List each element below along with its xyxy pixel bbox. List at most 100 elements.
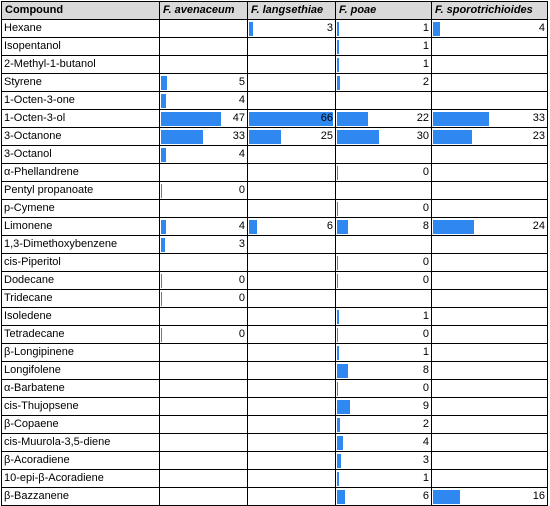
- compound-name-cell: 1-Octen-3-one: [1, 91, 160, 110]
- value-cell-f-sporotrichioides: 16: [431, 487, 548, 506]
- data-bar: [337, 364, 348, 378]
- data-bar: [161, 184, 162, 198]
- value-cell-f-sporotrichioides: [431, 73, 548, 92]
- value-cell-f-sporotrichioides: [431, 235, 548, 254]
- value-cell-f-langsethiae: 25: [247, 127, 336, 146]
- table-row: 10-epi-β-Acoradiene 1: [1, 469, 548, 488]
- data-bar: [161, 94, 166, 108]
- table-row: 3-Octanol 4: [1, 145, 548, 164]
- compound-name-cell: β-Copaene: [1, 415, 160, 434]
- data-bar: [161, 292, 162, 306]
- data-bar: [337, 166, 338, 180]
- value-cell-f-sporotrichioides: [431, 415, 548, 434]
- compound-name-cell: Hexane: [1, 19, 160, 38]
- compound-name-cell: Isoledene: [1, 307, 160, 326]
- header-compound: Compound: [1, 1, 160, 20]
- value-number: 3: [422, 454, 429, 466]
- value-cell-f-langsethiae: [247, 307, 336, 326]
- data-bar: [337, 274, 338, 288]
- table-body: Hexane 3 1 4 Isopentanol 1 2-Methyl-1-butanol 1…: [1, 19, 548, 506]
- value-number: 23: [532, 130, 545, 142]
- value-cell-f-poae: 1: [335, 469, 432, 488]
- table-row: Isopentanol 1: [1, 37, 548, 56]
- data-bar: [337, 382, 338, 396]
- data-bar: [249, 112, 333, 126]
- value-cell-f-sporotrichioides: [431, 199, 548, 218]
- value-cell-f-avenaceum: [159, 451, 248, 470]
- data-bar: [337, 112, 368, 126]
- compound-name-cell: p-Cymene: [1, 199, 160, 218]
- value-cell-f-sporotrichioides: [431, 163, 548, 182]
- compound-name-cell: β-Acoradiene: [1, 451, 160, 470]
- value-cell-f-sporotrichioides: [431, 325, 548, 344]
- data-bar: [433, 130, 472, 144]
- data-bar: [161, 130, 203, 144]
- compound-name-cell: Styrene: [1, 73, 160, 92]
- value-cell-f-poae: [335, 235, 432, 254]
- data-bar: [337, 418, 340, 432]
- value-cell-f-poae: 3: [335, 451, 432, 470]
- value-cell-f-avenaceum: [159, 55, 248, 74]
- data-bar: [249, 130, 281, 144]
- value-cell-f-langsethiae: [247, 433, 336, 452]
- value-number: 4: [238, 148, 245, 160]
- table-row: β-Copaene 2: [1, 415, 548, 434]
- value-cell-f-langsethiae: [247, 487, 336, 506]
- value-cell-f-avenaceum: 4: [159, 145, 248, 164]
- value-number: 0: [422, 382, 429, 394]
- value-cell-f-avenaceum: [159, 253, 248, 272]
- value-cell-f-sporotrichioides: [431, 145, 548, 164]
- table-row: 3-Octanone 33 25 30 23: [1, 127, 548, 146]
- compound-name-cell: Pentyl propanoate: [1, 181, 160, 200]
- value-cell-f-avenaceum: [159, 379, 248, 398]
- value-cell-f-langsethiae: 3: [247, 19, 336, 38]
- compound-name-cell: 1-Octen-3-ol: [1, 109, 160, 128]
- value-cell-f-avenaceum: [159, 19, 248, 38]
- value-number: 1: [422, 40, 429, 52]
- data-bar: [161, 220, 166, 234]
- data-bar: [161, 328, 162, 342]
- data-bar: [249, 22, 253, 36]
- value-number: 0: [422, 202, 429, 214]
- value-number: 0: [238, 184, 245, 196]
- table-row: Styrene 5 2: [1, 73, 548, 92]
- value-cell-f-sporotrichioides: [431, 397, 548, 416]
- value-cell-f-poae: 4: [335, 433, 432, 452]
- data-bar: [337, 130, 379, 144]
- table-row: β-Bazzanene 6 16: [1, 487, 548, 506]
- compound-name-cell: Limonene: [1, 217, 160, 236]
- compound-name-cell: β-Bazzanene: [1, 487, 160, 506]
- value-cell-f-sporotrichioides: [431, 379, 548, 398]
- value-cell-f-avenaceum: 5: [159, 73, 248, 92]
- value-cell-f-avenaceum: 3: [159, 235, 248, 254]
- value-number: 5: [238, 76, 245, 88]
- data-bar: [337, 310, 339, 324]
- value-cell-f-langsethiae: [247, 235, 336, 254]
- value-cell-f-avenaceum: [159, 199, 248, 218]
- header-row: Compound F. avenaceum F. langsethiae F. …: [1, 1, 548, 20]
- value-cell-f-sporotrichioides: [431, 469, 548, 488]
- value-number: 25: [320, 130, 333, 142]
- table-row: Tetradecane 0 0: [1, 325, 548, 344]
- table-row: Tridecane 0: [1, 289, 548, 308]
- value-number: 1: [422, 346, 429, 358]
- value-number: 3: [326, 22, 333, 34]
- value-cell-f-sporotrichioides: 23: [431, 127, 548, 146]
- value-number: 4: [238, 220, 245, 232]
- data-bar: [433, 22, 440, 36]
- header-f-langsethiae: F. langsethiae: [247, 1, 336, 20]
- data-bar: [433, 220, 474, 234]
- table-row: Longifolene 8: [1, 361, 548, 380]
- data-bar: [433, 112, 489, 126]
- header-f-sporotrichioides: F. sporotrichioides: [431, 1, 548, 20]
- value-cell-f-sporotrichioides: [431, 271, 548, 290]
- value-cell-f-poae: 8: [335, 217, 432, 236]
- value-cell-f-sporotrichioides: [431, 181, 548, 200]
- compound-name-cell: 3-Octanone: [1, 127, 160, 146]
- value-cell-f-poae: [335, 145, 432, 164]
- value-cell-f-langsethiae: [247, 37, 336, 56]
- value-cell-f-avenaceum: 0: [159, 181, 248, 200]
- value-cell-f-sporotrichioides: [431, 307, 548, 326]
- value-number: 3: [238, 238, 245, 250]
- value-cell-f-langsethiae: [247, 469, 336, 488]
